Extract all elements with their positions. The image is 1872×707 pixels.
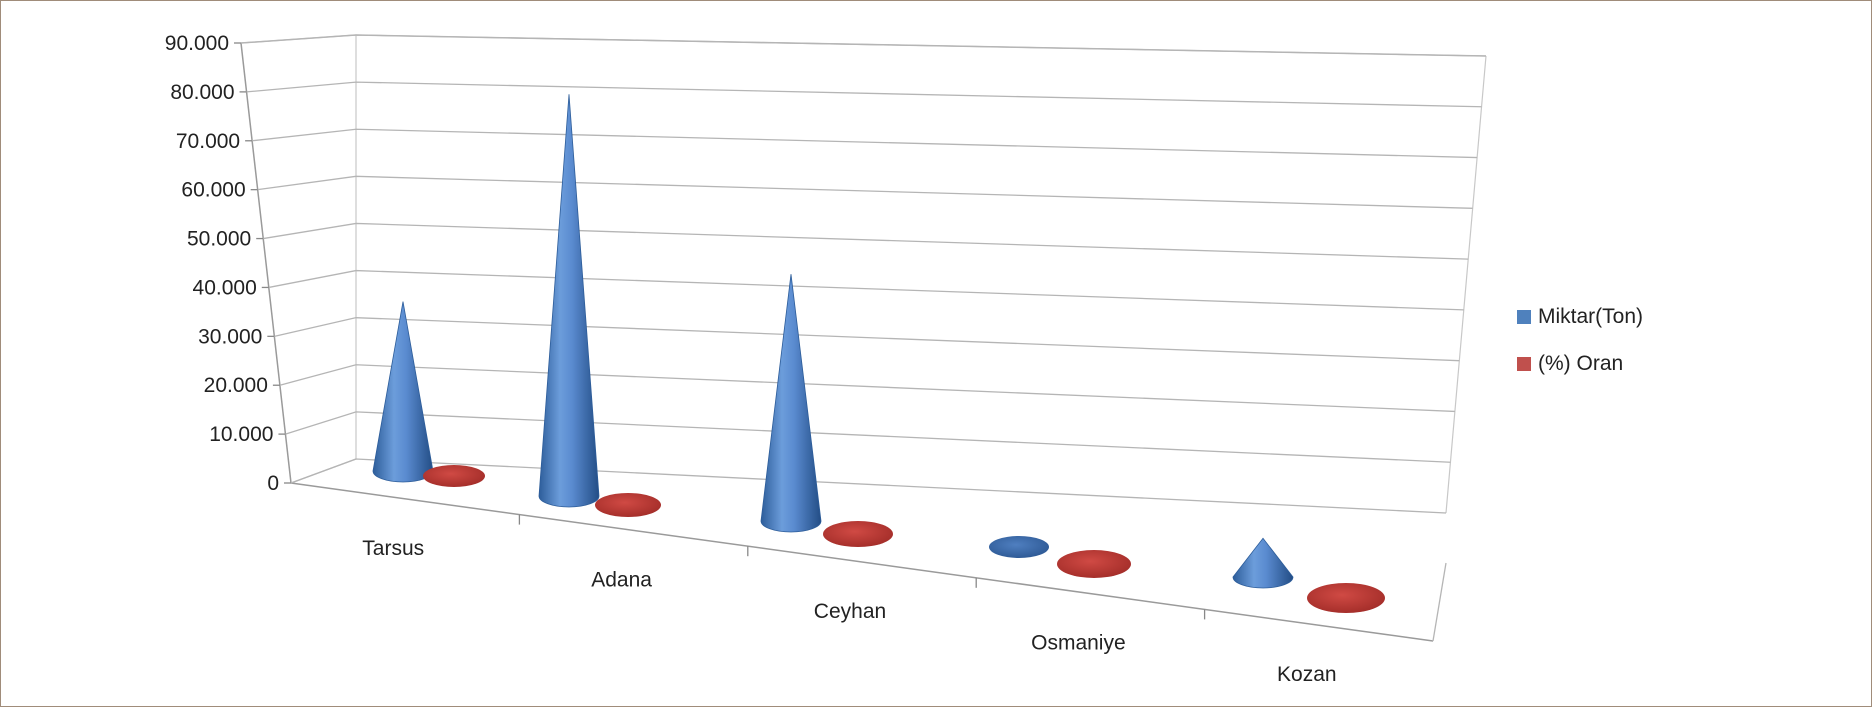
y-tick-label: 80.000 — [170, 81, 234, 104]
cone-ceyhan — [760, 274, 822, 533]
floor-left-edge — [290, 458, 357, 484]
cone-adana — [538, 94, 600, 508]
category-label: Osmaniye — [1031, 632, 1126, 655]
category-label: Adana — [591, 568, 652, 591]
gridline — [279, 364, 1455, 413]
category-label: Kozan — [1277, 663, 1337, 686]
disc-osmaniye — [1057, 550, 1131, 578]
floor-right-edge — [1432, 562, 1447, 642]
gridline — [263, 222, 1469, 260]
y-tick-label: 0 — [267, 472, 279, 495]
legend-swatch — [1517, 357, 1531, 371]
y-tick-label: 20.000 — [204, 374, 268, 397]
category-label: Ceyhan — [814, 600, 886, 623]
disc-adana — [595, 493, 661, 517]
gridline — [268, 269, 1464, 311]
x-axis-line — [290, 482, 1434, 642]
cone-osmaniye — [989, 536, 1049, 558]
gridline — [246, 81, 1482, 108]
gridline — [240, 34, 1487, 57]
wall-right-edge — [1445, 55, 1487, 514]
gridline — [257, 175, 1473, 209]
legend-label: (%) Oran — [1538, 352, 1623, 375]
gridline — [285, 411, 1451, 463]
data-marks — [372, 94, 1385, 613]
y-tick-label: 30.000 — [198, 325, 262, 348]
disc-tarsus — [423, 465, 485, 487]
legend-label: Miktar(Ton) — [1538, 305, 1643, 328]
y-tick-label: 50.000 — [187, 228, 251, 251]
y-tick-label: 90.000 — [165, 32, 229, 55]
category-labels: Tarsus Adana Ceyhan Osmaniye Kozan — [362, 514, 1337, 686]
y-tick-label: 70.000 — [176, 130, 240, 153]
y-tick-label: 40.000 — [193, 276, 257, 299]
disc-kozan — [1307, 583, 1385, 613]
category-label: Tarsus — [362, 537, 424, 560]
chart-floor — [290, 458, 1447, 642]
disc-ceyhan — [823, 521, 893, 547]
legend-swatch — [1517, 310, 1531, 324]
y-tick-label: 10.000 — [209, 423, 273, 446]
y-axis-ticks: 0 10.000 20.000 30.000 40.000 50.000 60.000 70.… — [165, 32, 291, 495]
y-axis-line — [240, 42, 292, 484]
cone-tarsus — [372, 301, 434, 483]
legend: Miktar(Ton) (%) Oran — [1517, 305, 1643, 375]
gridline — [274, 317, 1460, 362]
y-tick-label: 60.000 — [181, 179, 245, 202]
gridline — [252, 128, 1478, 159]
cone-kozan — [1232, 537, 1294, 589]
